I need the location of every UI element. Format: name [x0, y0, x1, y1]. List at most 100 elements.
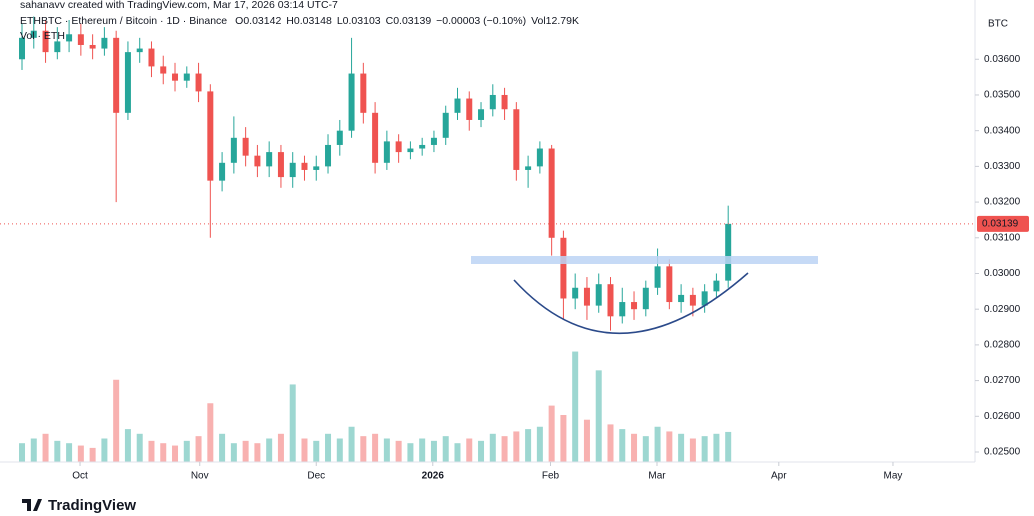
- candle-body: [619, 302, 626, 317]
- volume-bar: [30, 438, 37, 462]
- volume-bar: [383, 438, 390, 462]
- change-value: −0.00003 (−0.10%): [436, 15, 526, 27]
- volume-bar: [42, 433, 49, 462]
- candle-body: [525, 166, 532, 170]
- volume-bar: [348, 426, 355, 462]
- volume-bar: [124, 429, 131, 462]
- volume-bar: [89, 447, 96, 462]
- candle-body: [454, 98, 461, 113]
- x-tick-label: Dec: [307, 471, 325, 482]
- candle-body: [536, 148, 543, 167]
- x-tick-label: Mar: [648, 471, 666, 482]
- volume-bar: [654, 426, 661, 462]
- candle-body: [277, 152, 284, 178]
- y-tick-label: 0.03400: [984, 125, 1021, 136]
- candle-body: [419, 144, 426, 149]
- volume-bar: [230, 443, 237, 462]
- candle-body: [301, 162, 308, 170]
- candle-body: [19, 37, 26, 60]
- volume-bar: [54, 440, 61, 462]
- volume-bar: [113, 379, 120, 462]
- ohlc-value: L0.03103: [337, 15, 381, 27]
- candle-body: [442, 112, 449, 138]
- y-tick-label: 0.02700: [984, 375, 1021, 386]
- x-tick-label: Feb: [542, 471, 560, 482]
- candle-body: [289, 162, 296, 178]
- credit: sahanavv created with TradingView.com, M…: [20, 0, 338, 11]
- ohlc-value: H0.03148: [286, 15, 332, 27]
- x-tick-label: Oct: [72, 471, 88, 482]
- candle-body: [513, 109, 520, 170]
- symbol: ETHBTC · Ethereum / Bitcoin · 1D · Binan…: [20, 15, 227, 27]
- volume-pane: [19, 351, 732, 462]
- volume-bar: [583, 419, 590, 462]
- candle-body: [407, 148, 414, 153]
- candle-body: [348, 73, 355, 131]
- y-tick-label: 0.02800: [984, 340, 1021, 351]
- candle-body: [654, 266, 661, 288]
- candle-body: [430, 137, 437, 145]
- volume-bar: [77, 445, 84, 462]
- candle-body: [148, 48, 155, 67]
- candle-body: [689, 294, 696, 306]
- volume-bar: [725, 431, 732, 462]
- candle-body: [230, 137, 237, 163]
- volume-bar: [607, 424, 614, 462]
- volume-bar: [536, 426, 543, 462]
- volume-bar: [207, 403, 214, 462]
- price-pane: [19, 16, 732, 331]
- volume-bar: [301, 438, 308, 462]
- candle-body: [172, 73, 179, 81]
- brand: TradingView: [48, 497, 136, 514]
- last-price-tag: [977, 215, 1029, 232]
- x-tick-label: 2026: [422, 471, 445, 482]
- volume-bar: [430, 440, 437, 462]
- volume-bar: [183, 440, 190, 462]
- candle-body: [489, 94, 496, 110]
- volume-label: Vol · ETH: [20, 30, 65, 42]
- y-tick-label: 0.02900: [984, 304, 1021, 315]
- volume-bar: [136, 433, 143, 462]
- last-price-label: 0.03139: [982, 218, 1019, 229]
- candle-body: [383, 141, 390, 163]
- candle-body: [572, 287, 579, 299]
- volume-bar: [513, 431, 520, 462]
- volume-bar: [689, 438, 696, 462]
- volume-bar: [325, 433, 332, 462]
- volume-bar: [666, 431, 673, 462]
- candle-body: [254, 155, 261, 167]
- volume-bar: [372, 433, 379, 462]
- volume-bar: [442, 436, 449, 462]
- candle-body: [642, 287, 649, 310]
- candle-body: [313, 166, 320, 170]
- candle-body: [160, 66, 167, 74]
- volume-bar: [560, 415, 567, 462]
- volume-bar: [572, 351, 579, 462]
- volume-bar: [619, 429, 626, 462]
- candle-body: [372, 112, 379, 163]
- candle-body: [725, 223, 732, 281]
- candle-body: [242, 137, 249, 156]
- volume-bar: [525, 429, 532, 462]
- volume-bar: [148, 440, 155, 462]
- candle-body: [701, 291, 708, 306]
- candle-body: [325, 144, 332, 167]
- volume-bar: [289, 384, 296, 462]
- candle-body: [501, 94, 508, 110]
- candle-body: [124, 52, 131, 113]
- volume-bar: [701, 436, 708, 462]
- volume-bar: [195, 436, 202, 462]
- y-tick-label: 0.03000: [984, 268, 1021, 279]
- candle-body: [631, 302, 638, 310]
- candle-body: [266, 152, 273, 167]
- volume-bar: [395, 440, 402, 462]
- candle-body: [713, 280, 720, 292]
- volume-bar: [454, 443, 461, 462]
- volume-bar: [407, 443, 414, 462]
- y-tick-label: 0.03500: [984, 90, 1021, 101]
- volume-bar: [478, 440, 485, 462]
- candle-body: [607, 284, 614, 317]
- volume-bar: [254, 443, 261, 462]
- volume-bar: [466, 438, 473, 462]
